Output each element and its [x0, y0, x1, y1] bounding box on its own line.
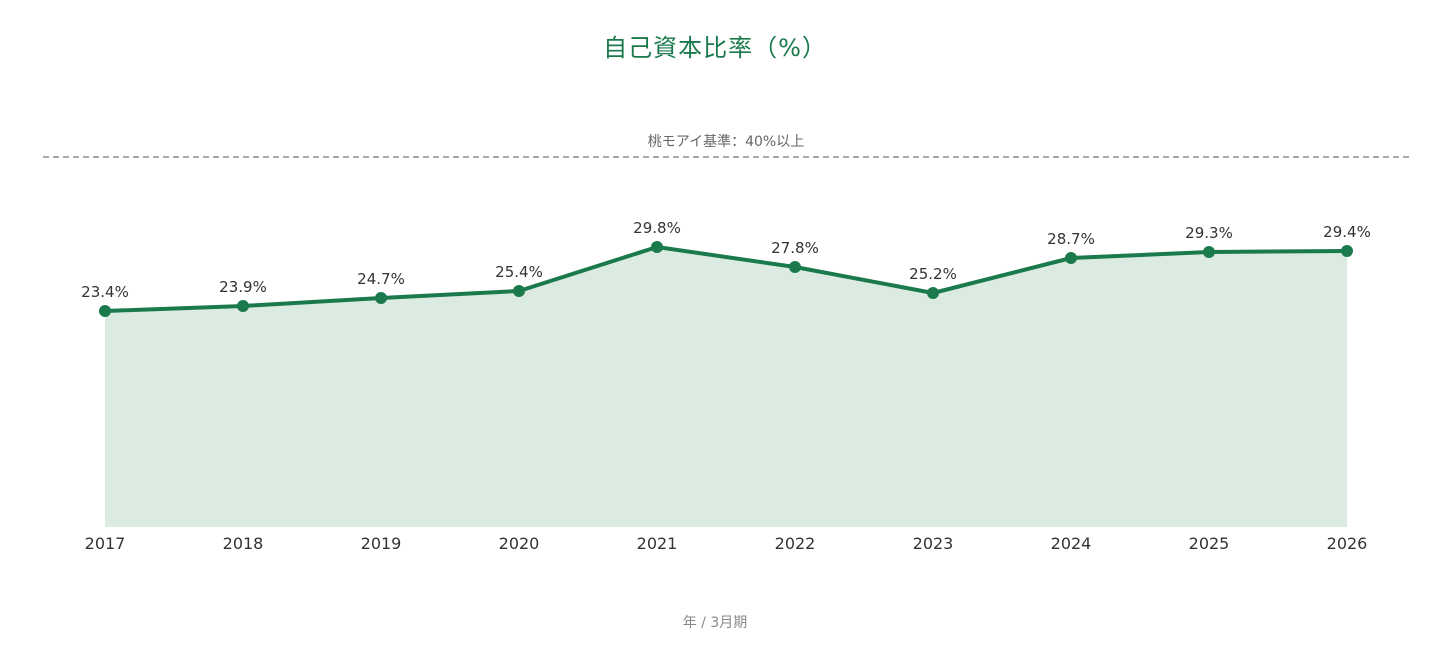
- reference-line-group: 桃モアイ基準：40%以上: [43, 133, 1410, 158]
- data-point[interactable]: [927, 287, 939, 299]
- data-label: 24.7%: [357, 270, 405, 288]
- x-axis-label: 年 / 3月期: [682, 615, 748, 631]
- data-label: 23.4%: [81, 283, 129, 301]
- data-label: 29.4%: [1323, 223, 1371, 241]
- data-labels-group: 23.4% 23.9% 24.7% 25.4% 29.8% 27.8% 25.2% 28.7%…: [81, 219, 1371, 301]
- data-point[interactable]: [375, 292, 387, 304]
- data-point[interactable]: [1065, 252, 1077, 264]
- x-axis-ticks: 2017 2018 2019 2020 2021 2022 2023 2024 2025 2026: [85, 534, 1368, 553]
- reference-line-label: 桃モアイ基準：40%以上: [648, 133, 804, 150]
- line-group: [103, 245, 1349, 313]
- data-label: 25.2%: [909, 265, 957, 283]
- x-tick-label: 2025: [1189, 534, 1230, 553]
- x-tick-label: 2024: [1051, 534, 1092, 553]
- area-fill: [105, 247, 1347, 527]
- x-tick-label: 2018: [223, 534, 264, 553]
- x-tick-label: 2023: [913, 534, 954, 553]
- series-line: [103, 245, 1349, 313]
- chart-title: 自己資本比率（%）: [603, 34, 827, 62]
- data-point[interactable]: [99, 305, 111, 317]
- data-point[interactable]: [789, 261, 801, 273]
- data-label: 27.8%: [771, 239, 819, 257]
- data-point[interactable]: [1341, 245, 1353, 257]
- data-point[interactable]: [237, 300, 249, 312]
- x-tick-label: 2017: [85, 534, 126, 553]
- data-point[interactable]: [651, 241, 663, 253]
- x-tick-label: 2026: [1327, 534, 1368, 553]
- x-tick-label: 2021: [637, 534, 678, 553]
- data-point[interactable]: [513, 285, 525, 297]
- x-tick-label: 2019: [361, 534, 402, 553]
- data-point[interactable]: [1203, 246, 1215, 258]
- data-label: 25.4%: [495, 263, 543, 281]
- data-label: 29.8%: [633, 219, 681, 237]
- data-label: 29.3%: [1185, 224, 1233, 242]
- x-tick-label: 2020: [499, 534, 540, 553]
- points-group: [99, 241, 1353, 317]
- area-group: [105, 247, 1347, 527]
- x-tick-label: 2022: [775, 534, 816, 553]
- data-label: 23.9%: [219, 278, 267, 296]
- data-label: 28.7%: [1047, 230, 1095, 248]
